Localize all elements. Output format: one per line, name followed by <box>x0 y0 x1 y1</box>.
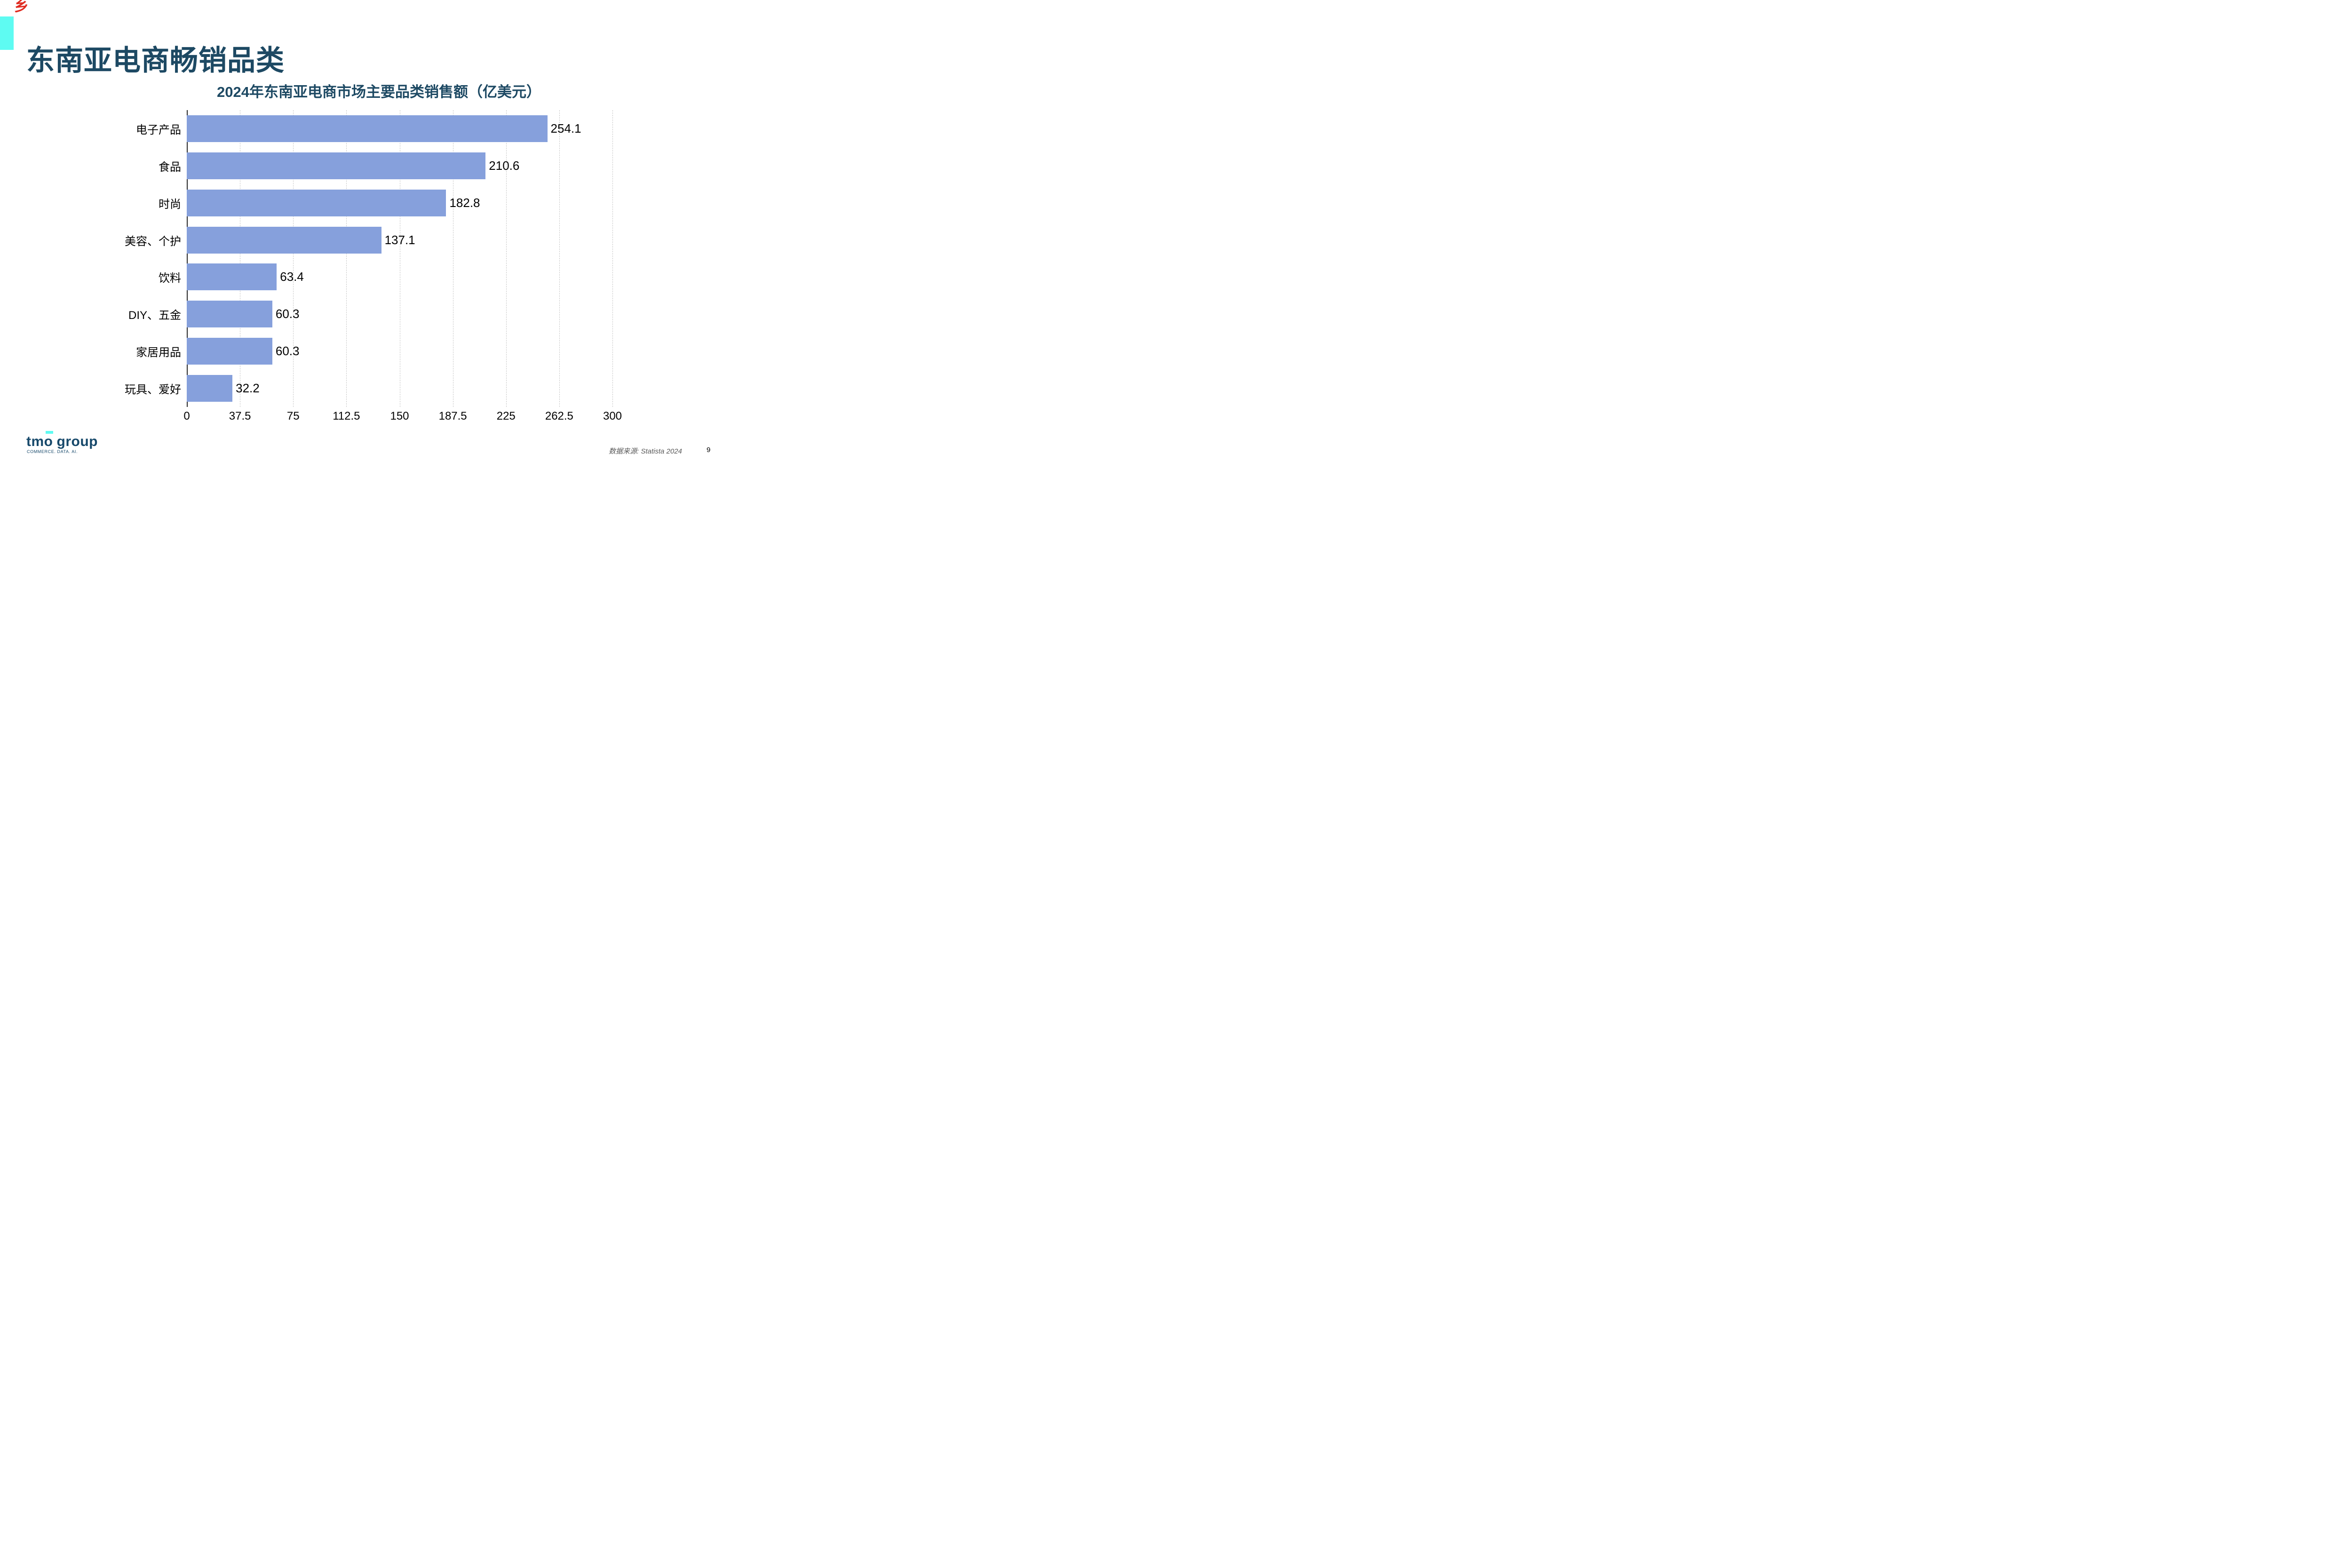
tmo-group-logo: tmo group COMMERCE. DATA. AI. <box>26 429 130 462</box>
bar-value-label: 60.3 <box>275 307 300 321</box>
chart-title: 2024年东南亚电商市场主要品类销售额（亿美元） <box>217 84 541 100</box>
category-label: 电子产品 <box>136 123 181 136</box>
bar-value-label: 63.4 <box>280 270 304 284</box>
slide-title: 东南亚电商畅销品类 <box>26 45 285 77</box>
x-tick-label: 187.5 <box>438 410 467 422</box>
slide: 乡 东南亚电商畅销品类 2024年东南亚电商市场主要品类销售额（亿美元） 电子产… <box>0 0 753 470</box>
logo-group: group <box>56 434 98 449</box>
bar <box>187 152 486 179</box>
page-number: 9 <box>707 446 711 454</box>
gridline <box>559 110 560 407</box>
logo-tmo: tmo <box>26 434 53 449</box>
bar <box>187 226 381 254</box>
gridline <box>293 110 294 407</box>
category-label: 时尚 <box>159 198 181 211</box>
bar-value-label: 60.3 <box>275 344 300 358</box>
bar-value-label: 32.2 <box>236 381 260 396</box>
bar-row: 家居用品 60.3 <box>71 333 612 370</box>
bar-track: 60.3 <box>187 333 612 370</box>
category-label: 食品 <box>159 160 181 174</box>
bar-row: DIY、五金 60.3 <box>71 295 612 333</box>
bar-value-label: 254.1 <box>550 121 581 135</box>
bar <box>187 375 233 402</box>
bar-track: 182.8 <box>187 184 612 222</box>
bar <box>187 189 446 216</box>
logo-accent-dash <box>46 431 53 434</box>
x-axis-tick-labels: 0 37.5 75 112.5 150 187.5 225 262.5 300 <box>183 410 622 424</box>
x-tick-label: 112.5 <box>333 410 360 422</box>
logo-wordmark: tmo group <box>26 434 98 450</box>
category-label: 家居用品 <box>136 346 181 359</box>
y-axis-line <box>187 110 188 407</box>
red-scribble-mark: 乡 <box>14 0 29 15</box>
gridline <box>506 110 507 407</box>
category-label: 玩具、爱好 <box>125 383 181 397</box>
category-label: 美容、个护 <box>125 235 181 248</box>
bar-track: 137.1 <box>187 222 612 259</box>
bar-track: 254.1 <box>187 110 612 147</box>
bar-track: 32.2 <box>187 370 612 407</box>
category-label: DIY、五金 <box>128 309 181 322</box>
category-label: 饮料 <box>159 272 181 285</box>
bar-value-label: 210.6 <box>489 158 520 173</box>
x-tick-label: 225 <box>496 410 516 422</box>
bar-row: 电子产品 254.1 <box>71 110 612 147</box>
bar-row: 时尚 182.8 <box>71 184 612 222</box>
chart-gridlines <box>187 110 613 407</box>
bar-row: 玩具、爱好 32.2 <box>71 370 612 407</box>
bar-row: 饮料 63.4 <box>71 259 612 296</box>
bar-value-label: 137.1 <box>384 232 415 247</box>
x-tick-label: 150 <box>390 410 409 422</box>
gridline <box>612 110 613 407</box>
bar <box>187 338 272 365</box>
gridline <box>346 110 347 407</box>
logo-tagline: COMMERCE. DATA. AI. <box>27 449 78 454</box>
bar-value-label: 182.8 <box>449 195 480 210</box>
chart-bars: 电子产品 254.1 食品 210.6 时尚 182.8 美容、个护 137.1 饮料 63.4 D… <box>71 110 612 407</box>
bar-track: 60.3 <box>187 295 612 333</box>
data-source-note: 数据来源: Statista 2024 <box>609 447 682 455</box>
title-accent-bar <box>0 16 14 50</box>
x-tick-label: 37.5 <box>229 410 251 422</box>
bar-row: 食品 210.6 <box>71 147 612 184</box>
x-tick-label: 262.5 <box>545 410 573 422</box>
bar <box>187 301 272 328</box>
x-tick-label: 300 <box>603 410 622 422</box>
bar <box>187 115 548 142</box>
x-tick-label: 0 <box>183 410 190 422</box>
x-tick-label: 75 <box>286 410 300 422</box>
bar <box>187 263 277 291</box>
bar-row: 美容、个护 137.1 <box>71 222 612 259</box>
bar-track: 63.4 <box>187 259 612 296</box>
bar-track: 210.6 <box>187 147 612 184</box>
